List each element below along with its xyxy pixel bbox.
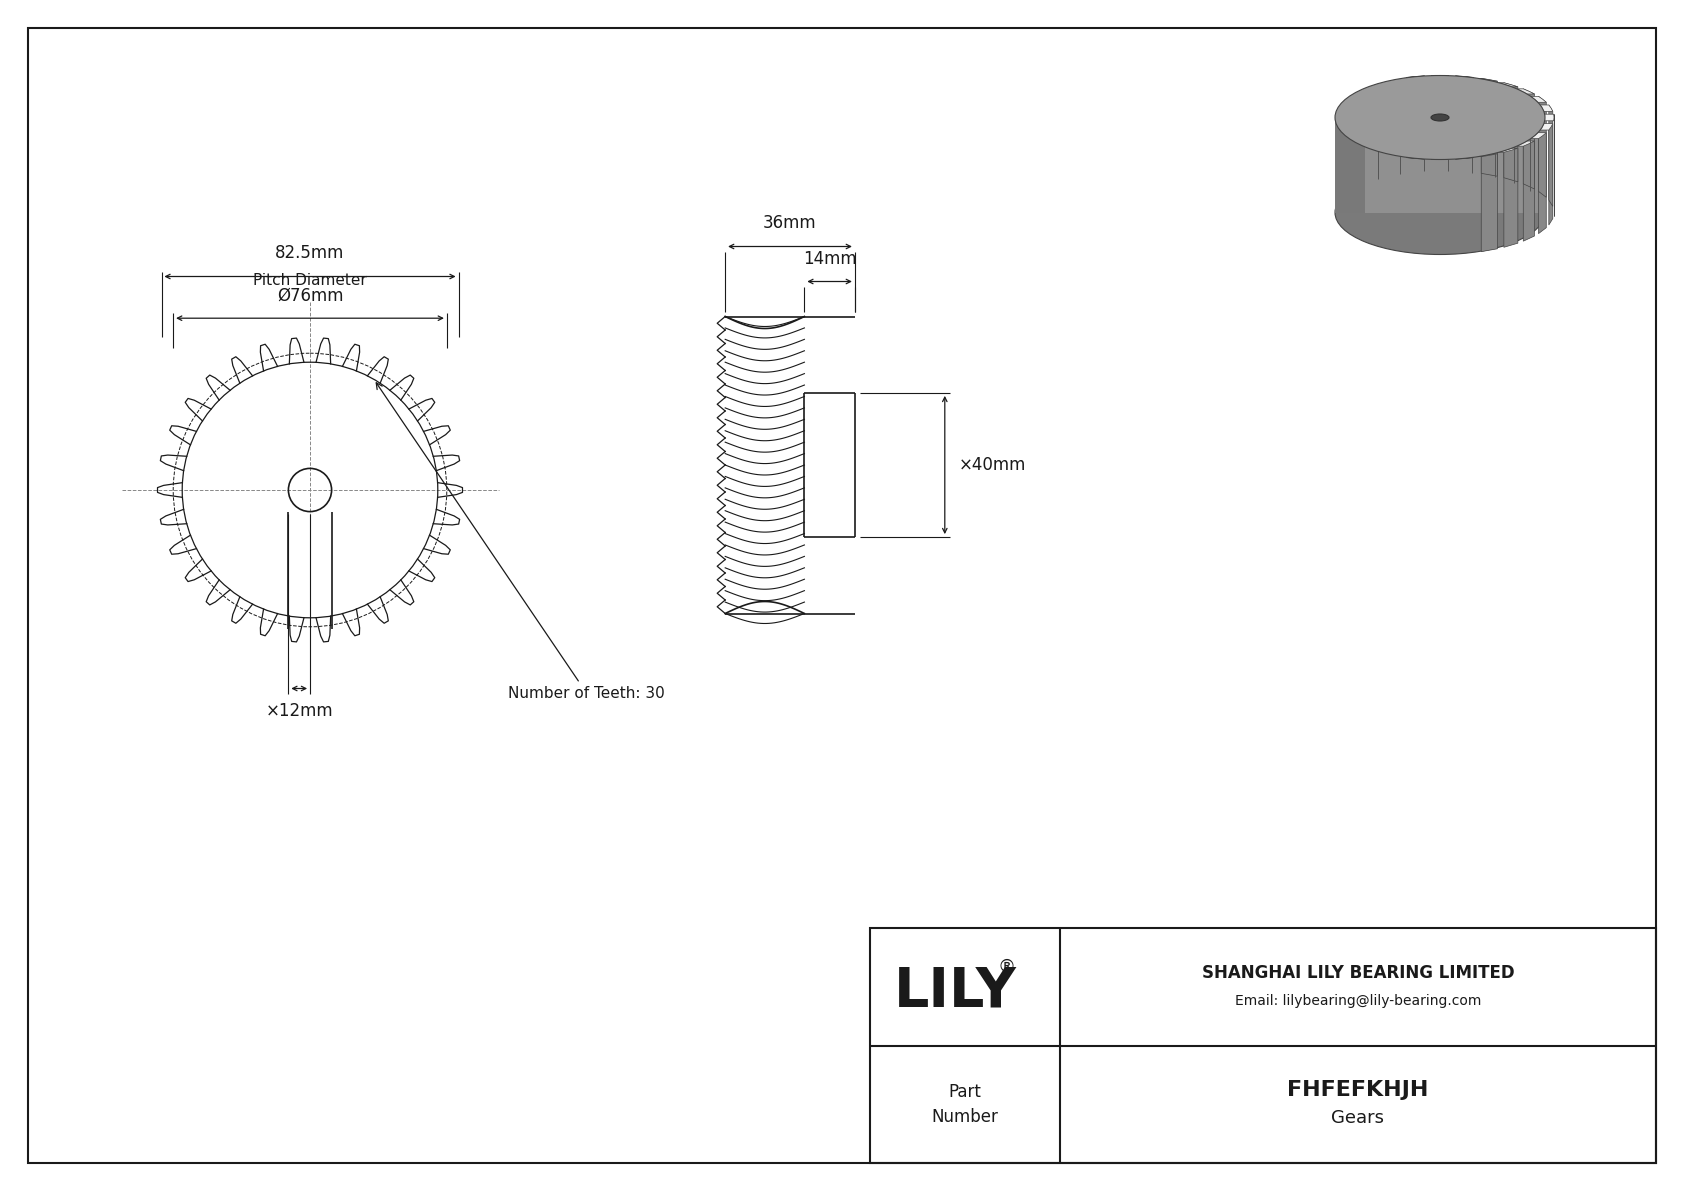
Ellipse shape [1335,75,1544,160]
Polygon shape [1335,118,1366,212]
Ellipse shape [1335,170,1544,255]
Polygon shape [1482,154,1497,251]
Polygon shape [1455,76,1474,77]
Polygon shape [1539,96,1546,198]
Polygon shape [1539,132,1546,233]
Text: LILY: LILY [894,965,1017,1018]
Polygon shape [1504,148,1517,248]
Polygon shape [1406,76,1425,77]
Polygon shape [1517,141,1534,146]
Polygon shape [1544,114,1554,120]
Polygon shape [1455,157,1474,160]
Text: Ø76mm: Ø76mm [276,286,344,304]
Polygon shape [1524,141,1534,242]
Text: Email: lilybearing@lily-bearing.com: Email: lilybearing@lily-bearing.com [1234,993,1482,1008]
Text: Pitch Diameter: Pitch Diameter [253,273,367,288]
Text: Part
Number: Part Number [931,1083,999,1125]
Text: ×12mm: ×12mm [266,703,333,721]
Text: Gears: Gears [1332,1109,1384,1127]
Text: 36mm: 36mm [763,214,817,232]
Text: 14mm: 14mm [803,249,857,268]
Polygon shape [1499,148,1517,152]
Text: ×40mm: ×40mm [958,456,1026,474]
Polygon shape [1517,89,1534,94]
Polygon shape [1524,89,1534,189]
Text: FHFEFKHJH: FHFEFKHJH [1287,1080,1428,1100]
Ellipse shape [1431,114,1448,121]
Polygon shape [1504,82,1517,182]
Text: ®: ® [999,958,1015,975]
Polygon shape [1549,105,1553,206]
Bar [871,928,1655,1162]
Polygon shape [1335,118,1544,212]
Polygon shape [1479,154,1497,157]
Text: Number of Teeth: 30: Number of Teeth: 30 [376,382,665,701]
Polygon shape [1499,82,1517,87]
Polygon shape [1406,157,1425,160]
Polygon shape [1531,96,1546,102]
Polygon shape [1479,79,1497,81]
Text: 82.5mm: 82.5mm [274,244,345,262]
Polygon shape [1531,132,1546,138]
Polygon shape [1541,124,1553,130]
Polygon shape [1482,79,1497,176]
Polygon shape [1541,105,1553,112]
Polygon shape [1549,124,1553,225]
Text: SHANGHAI LILY BEARING LIMITED: SHANGHAI LILY BEARING LIMITED [1202,964,1514,981]
